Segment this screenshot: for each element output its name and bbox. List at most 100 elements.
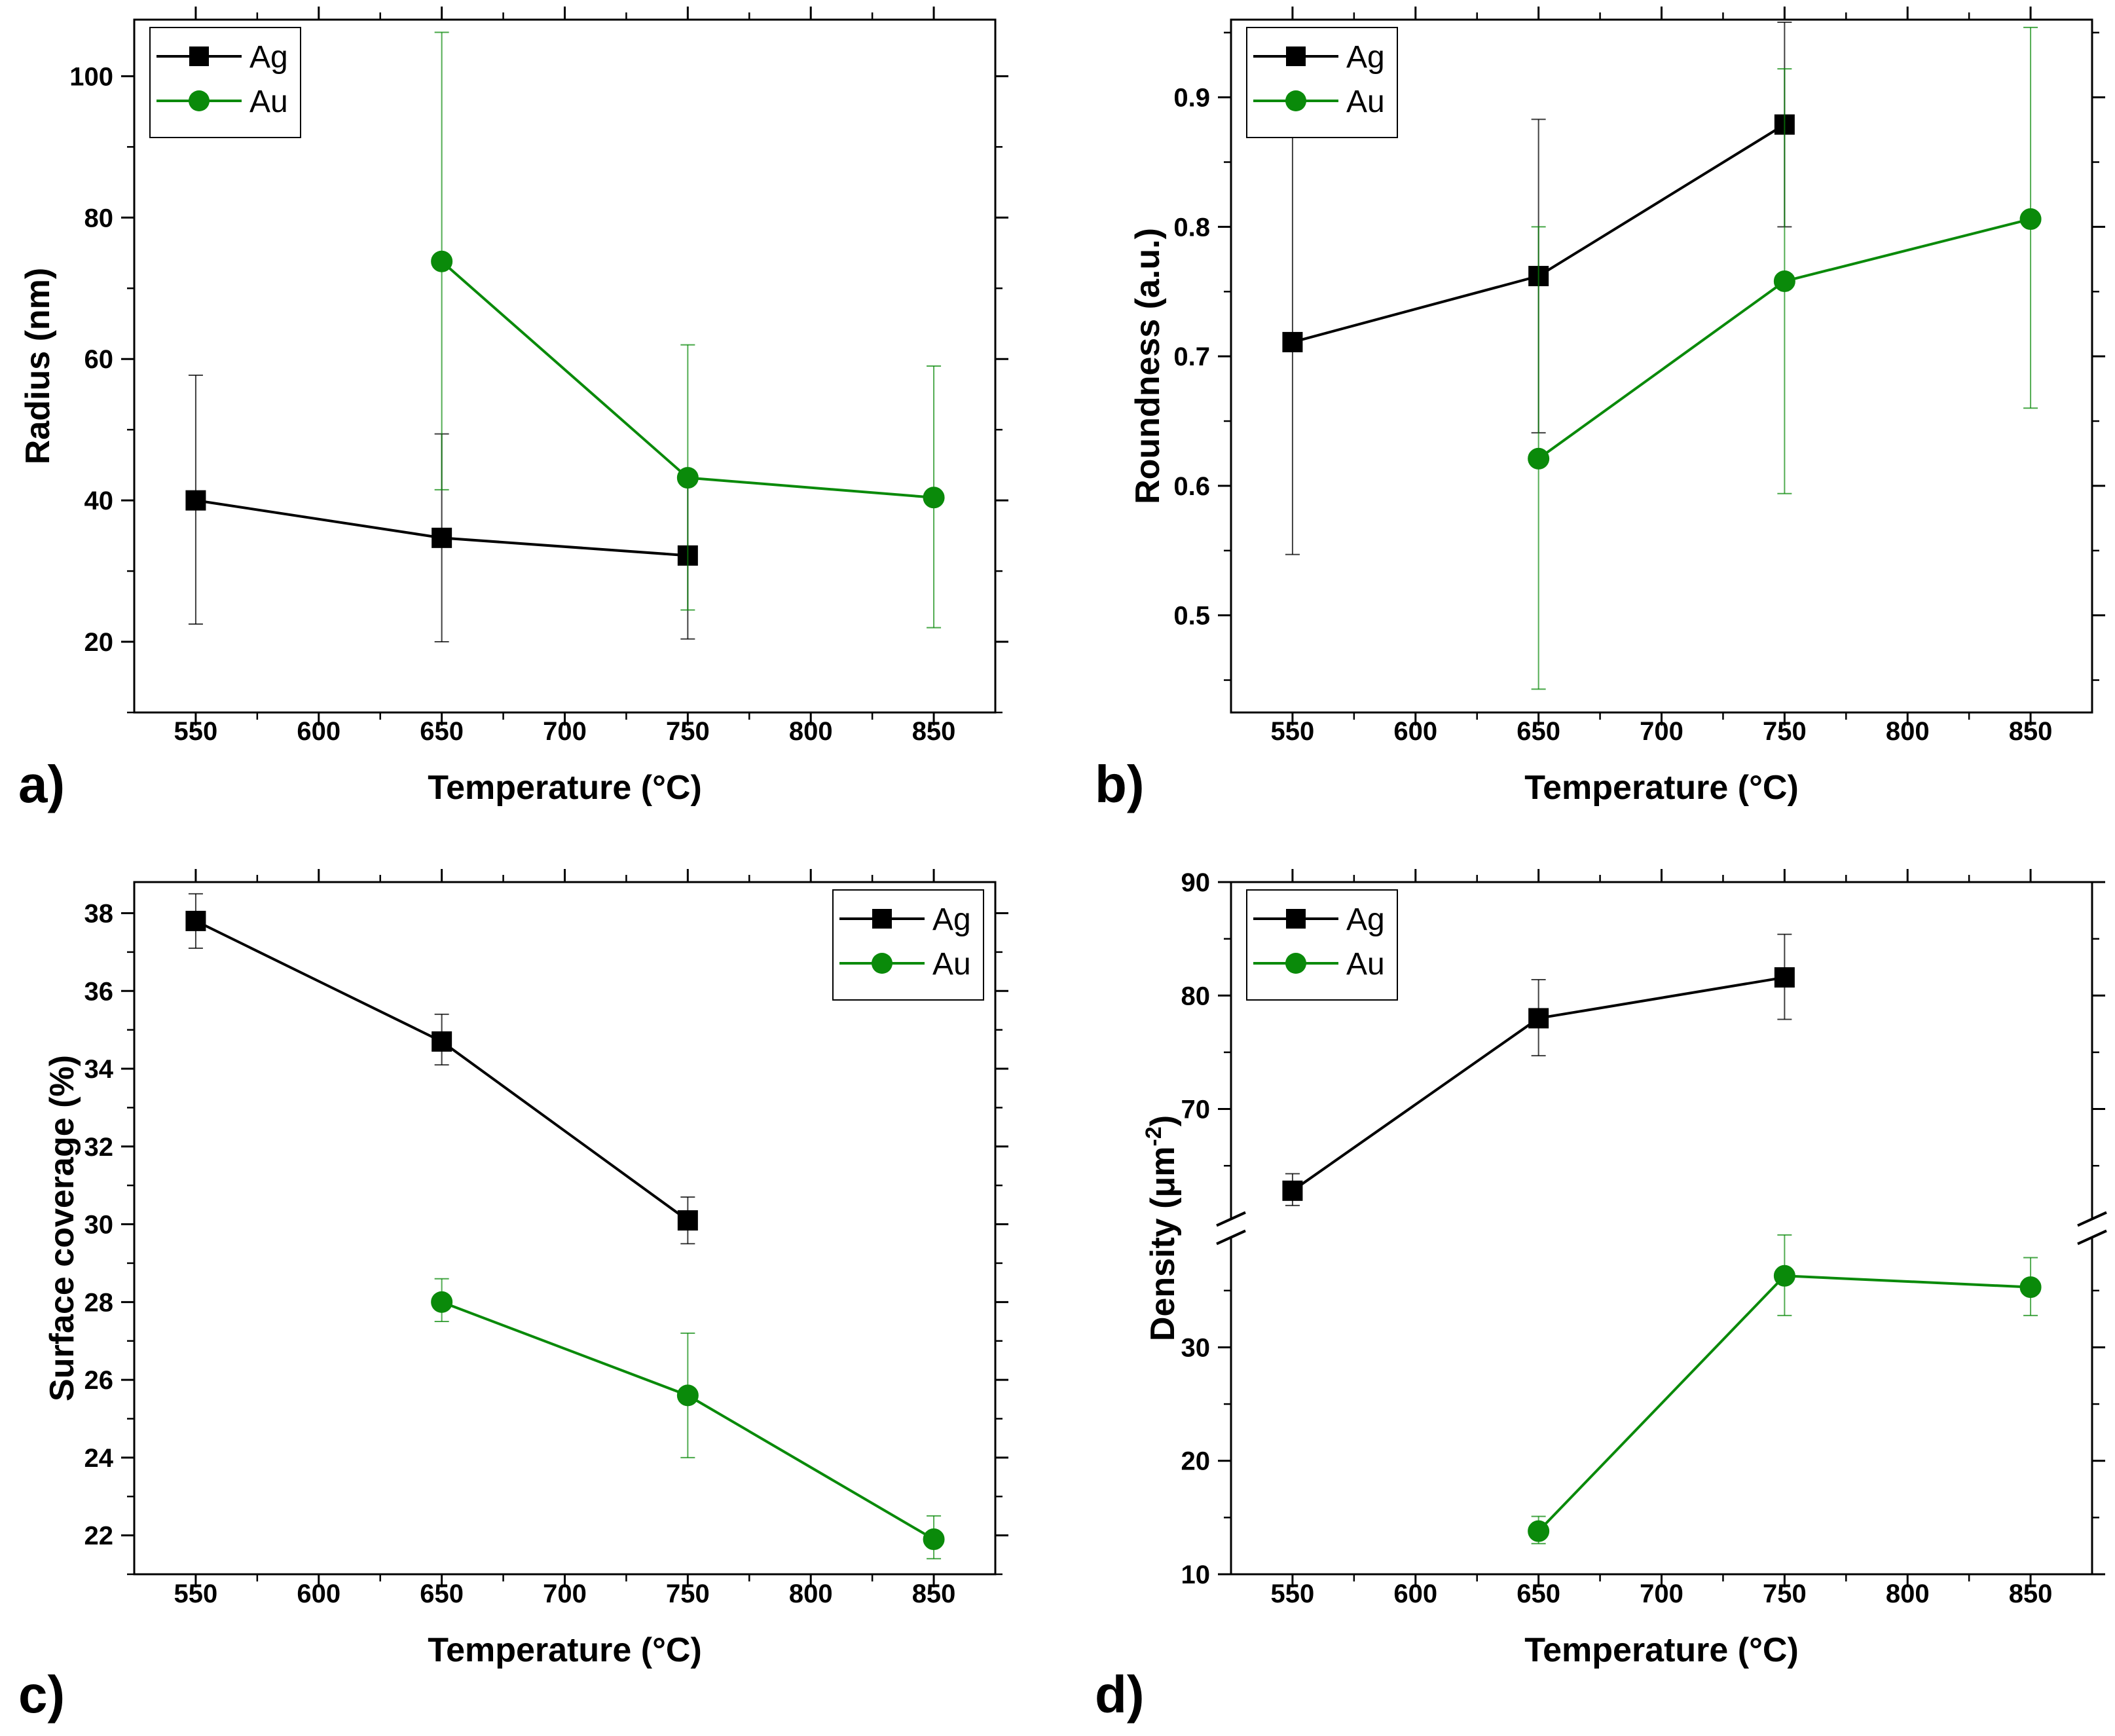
y-axis-title: Density (μm-2): [1141, 1115, 1182, 1341]
y-axis-title-superscript: -2: [1141, 1126, 1166, 1146]
y-tick-label: 0.6: [1173, 472, 1210, 501]
y-tick-label: 28: [84, 1288, 114, 1317]
x-tick-label: 850: [912, 1579, 956, 1608]
data-point-au: [923, 1528, 945, 1551]
y-tick-label: 80: [84, 204, 114, 232]
legend: Ag Au: [149, 27, 301, 138]
legend-marker: [1285, 953, 1306, 974]
x-tick-label: 650: [420, 1579, 464, 1608]
y-tick-label: 0.7: [1173, 342, 1210, 371]
x-tick-label: 800: [789, 717, 833, 746]
y-tick-label: 80: [1181, 982, 1211, 1010]
x-tick-label: 600: [297, 1579, 340, 1608]
series-au: [1528, 1234, 2042, 1545]
y-tick-label: 20: [1181, 1447, 1211, 1476]
data-point-au: [431, 1291, 453, 1313]
x-tick-label: 850: [2009, 1579, 2053, 1608]
series-au: [431, 31, 945, 629]
legend-marker: [1286, 46, 1306, 66]
y-axis-title-text: Radius (nm): [19, 268, 57, 464]
y-tick-label: 34: [84, 1055, 114, 1084]
series-ag: [1282, 933, 1795, 1206]
data-point-ag: [432, 1031, 452, 1052]
y-axis-title-text: Density (μm: [1144, 1146, 1182, 1341]
legend: Ag Au: [1246, 27, 1398, 138]
x-tick-label: 800: [1886, 717, 1930, 746]
x-axis-title: Temperature (°C): [1524, 769, 1799, 807]
legend-box: [832, 889, 984, 1001]
data-point-ag: [1528, 1008, 1549, 1029]
x-tick-label: 650: [1517, 1579, 1560, 1608]
series-au: [431, 1278, 945, 1560]
data-point-au: [676, 467, 699, 489]
data-point-ag: [1774, 967, 1795, 988]
series-line: [195, 919, 689, 1222]
y-tick-label: 70: [1181, 1096, 1211, 1124]
x-tick-label: 850: [2009, 717, 2053, 746]
x-tick-label: 750: [666, 1579, 710, 1608]
x-tick-label: 750: [1763, 717, 1807, 746]
data-point-au: [1773, 1265, 1795, 1287]
y-tick-label: 40: [84, 487, 114, 515]
data-point-au: [2019, 1276, 2042, 1299]
data-point-ag: [432, 527, 452, 548]
x-tick-label: 700: [543, 717, 587, 746]
legend-marker: [189, 46, 209, 66]
data-point-au: [1773, 270, 1795, 292]
legend-marker: [1285, 90, 1306, 111]
y-tick-label: 22: [84, 1522, 114, 1551]
y-axis-title: Radius (nm): [19, 268, 57, 464]
y-tick-label: 90: [1181, 868, 1211, 897]
y-tick-label: 32: [84, 1133, 114, 1162]
y-tick-label: 0.8: [1173, 213, 1210, 242]
y-tick-label: 20: [84, 628, 114, 657]
legend-label: Ag: [1346, 40, 1385, 75]
y-tick-label: 36: [84, 977, 114, 1006]
axis-break-mark: [1216, 1229, 1246, 1246]
y-tick-label: 24: [84, 1444, 114, 1473]
x-tick-label: 600: [1393, 1579, 1437, 1608]
x-tick-label: 550: [174, 717, 218, 746]
y-axis-title-text: Surface coverage (%): [43, 1055, 81, 1401]
x-tick-label: 850: [912, 717, 956, 746]
axis-break-mark: [1216, 1211, 1246, 1227]
legend-marker: [189, 90, 210, 111]
axis-break-mark: [2077, 1229, 2107, 1246]
x-axis-title: Temperature (°C): [428, 1631, 702, 1669]
x-tick-label: 550: [174, 1579, 218, 1608]
y-axis-title: Roundness (a.u.): [1129, 228, 1167, 504]
y-tick-label: 30: [1181, 1333, 1211, 1362]
legend: Ag Au: [1246, 889, 1398, 1001]
data-point-ag: [1282, 1180, 1303, 1201]
legend-marker: [1286, 909, 1306, 929]
chart-panel-2: 550 600 650 700 750 800 850 0.5 0.6 0.7 0.8 0.9 Temp…: [1095, 7, 2105, 813]
x-tick-label: 800: [1886, 1579, 1930, 1608]
y-tick-label: 10: [1181, 1561, 1211, 1589]
y-axis-title: Surface coverage (%): [43, 1055, 81, 1401]
x-tick-label: 550: [1271, 717, 1315, 746]
data-point-ag: [1282, 331, 1303, 352]
data-point-au: [431, 250, 453, 272]
x-tick-label: 650: [420, 717, 464, 746]
data-point-ag: [185, 490, 206, 511]
x-tick-label: 800: [789, 1579, 833, 1608]
data-point-au: [1528, 447, 1550, 470]
y-tick-label: 38: [84, 900, 114, 929]
y-tick-label: 26: [84, 1366, 114, 1395]
x-tick-label: 700: [1640, 717, 1683, 746]
y-axis-title-close: ): [1144, 1115, 1182, 1126]
x-axis-title: Temperature (°C): [428, 769, 702, 807]
legend-label: Ag: [932, 902, 971, 937]
legend-box: [149, 27, 301, 138]
chart-panel-1: 550 600 650 700 750 800 850 20 40 60 80 100 Temperat…: [18, 7, 1008, 813]
legend-label: Au: [249, 84, 288, 119]
x-tick-label: 550: [1271, 1579, 1315, 1608]
panel-label: d): [1095, 1665, 1145, 1724]
axis-break-mark: [2077, 1211, 2107, 1227]
data-point-au: [923, 487, 945, 509]
x-tick-label: 650: [1517, 717, 1560, 746]
y-tick-label: 0.9: [1173, 84, 1210, 113]
y-tick-label: 60: [84, 345, 114, 374]
legend: Ag Au: [832, 889, 984, 1001]
legend-label: Ag: [249, 40, 288, 75]
